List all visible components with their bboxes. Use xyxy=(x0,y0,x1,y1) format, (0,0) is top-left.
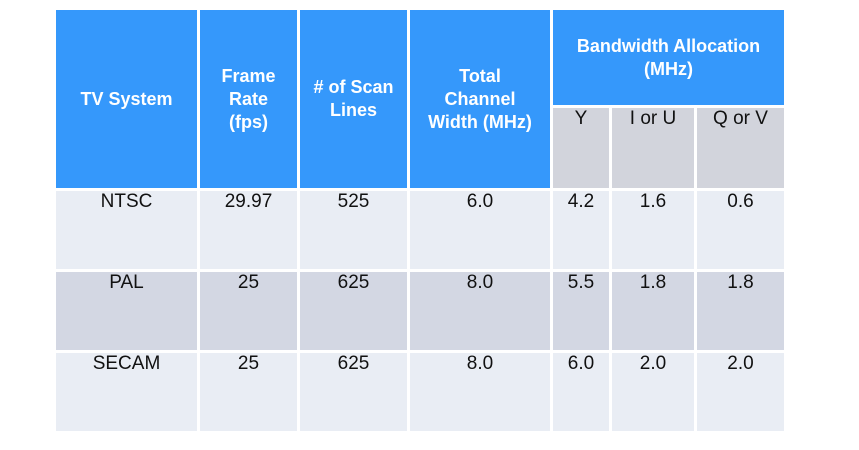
table-row-secam: SECAM 25 625 8.0 6.0 2.0 2.0 xyxy=(56,353,784,431)
subheader-cell-y: Y xyxy=(553,108,609,188)
header-cell-channel-width: Total Channel Width (MHz) xyxy=(410,10,550,188)
bandwidth-y-cell: 5.5 xyxy=(553,272,609,350)
system-name-cell: NTSC xyxy=(56,191,197,269)
header-cell-bandwidth-group: Bandwidth Allocation (MHz) xyxy=(553,10,784,105)
system-name-cell: SECAM xyxy=(56,353,197,431)
scan-lines-cell: 625 xyxy=(300,272,407,350)
header-cell-frame-rate: Frame Rate (fps) xyxy=(200,10,297,188)
channel-width-cell: 8.0 xyxy=(410,272,550,350)
bandwidth-q-v-cell: 1.8 xyxy=(697,272,784,350)
system-name-cell: PAL xyxy=(56,272,197,350)
frame-rate-cell: 29.97 xyxy=(200,191,297,269)
bandwidth-q-v-cell: 0.6 xyxy=(697,191,784,269)
bandwidth-y-cell: 4.2 xyxy=(553,191,609,269)
bandwidth-i-u-cell: 1.6 xyxy=(612,191,694,269)
subheader-cell-q-or-v: Q or V xyxy=(697,108,784,188)
table-row-ntsc: NTSC 29.97 525 6.0 4.2 1.6 0.6 xyxy=(56,191,784,269)
header-row-sub: Y I or U Q or V xyxy=(56,108,784,188)
tv-systems-table: TV System Frame Rate (fps) # of Scan Lin… xyxy=(53,7,787,434)
channel-width-cell: 6.0 xyxy=(410,191,550,269)
bandwidth-y-cell: 6.0 xyxy=(553,353,609,431)
channel-width-cell: 8.0 xyxy=(410,353,550,431)
frame-rate-cell: 25 xyxy=(200,272,297,350)
subheader-cell-i-or-u: I or U xyxy=(612,108,694,188)
bandwidth-i-u-cell: 2.0 xyxy=(612,353,694,431)
bandwidth-q-v-cell: 2.0 xyxy=(697,353,784,431)
table-row-pal: PAL 25 625 8.0 5.5 1.8 1.8 xyxy=(56,272,784,350)
scan-lines-cell: 625 xyxy=(300,353,407,431)
header-row-top: TV System Frame Rate (fps) # of Scan Lin… xyxy=(56,10,784,188)
frame-rate-cell: 25 xyxy=(200,353,297,431)
bandwidth-i-u-cell: 1.8 xyxy=(612,272,694,350)
header-cell-scan-lines: # of Scan Lines xyxy=(300,10,407,188)
header-cell-tv-system: TV System xyxy=(56,10,197,188)
scan-lines-cell: 525 xyxy=(300,191,407,269)
